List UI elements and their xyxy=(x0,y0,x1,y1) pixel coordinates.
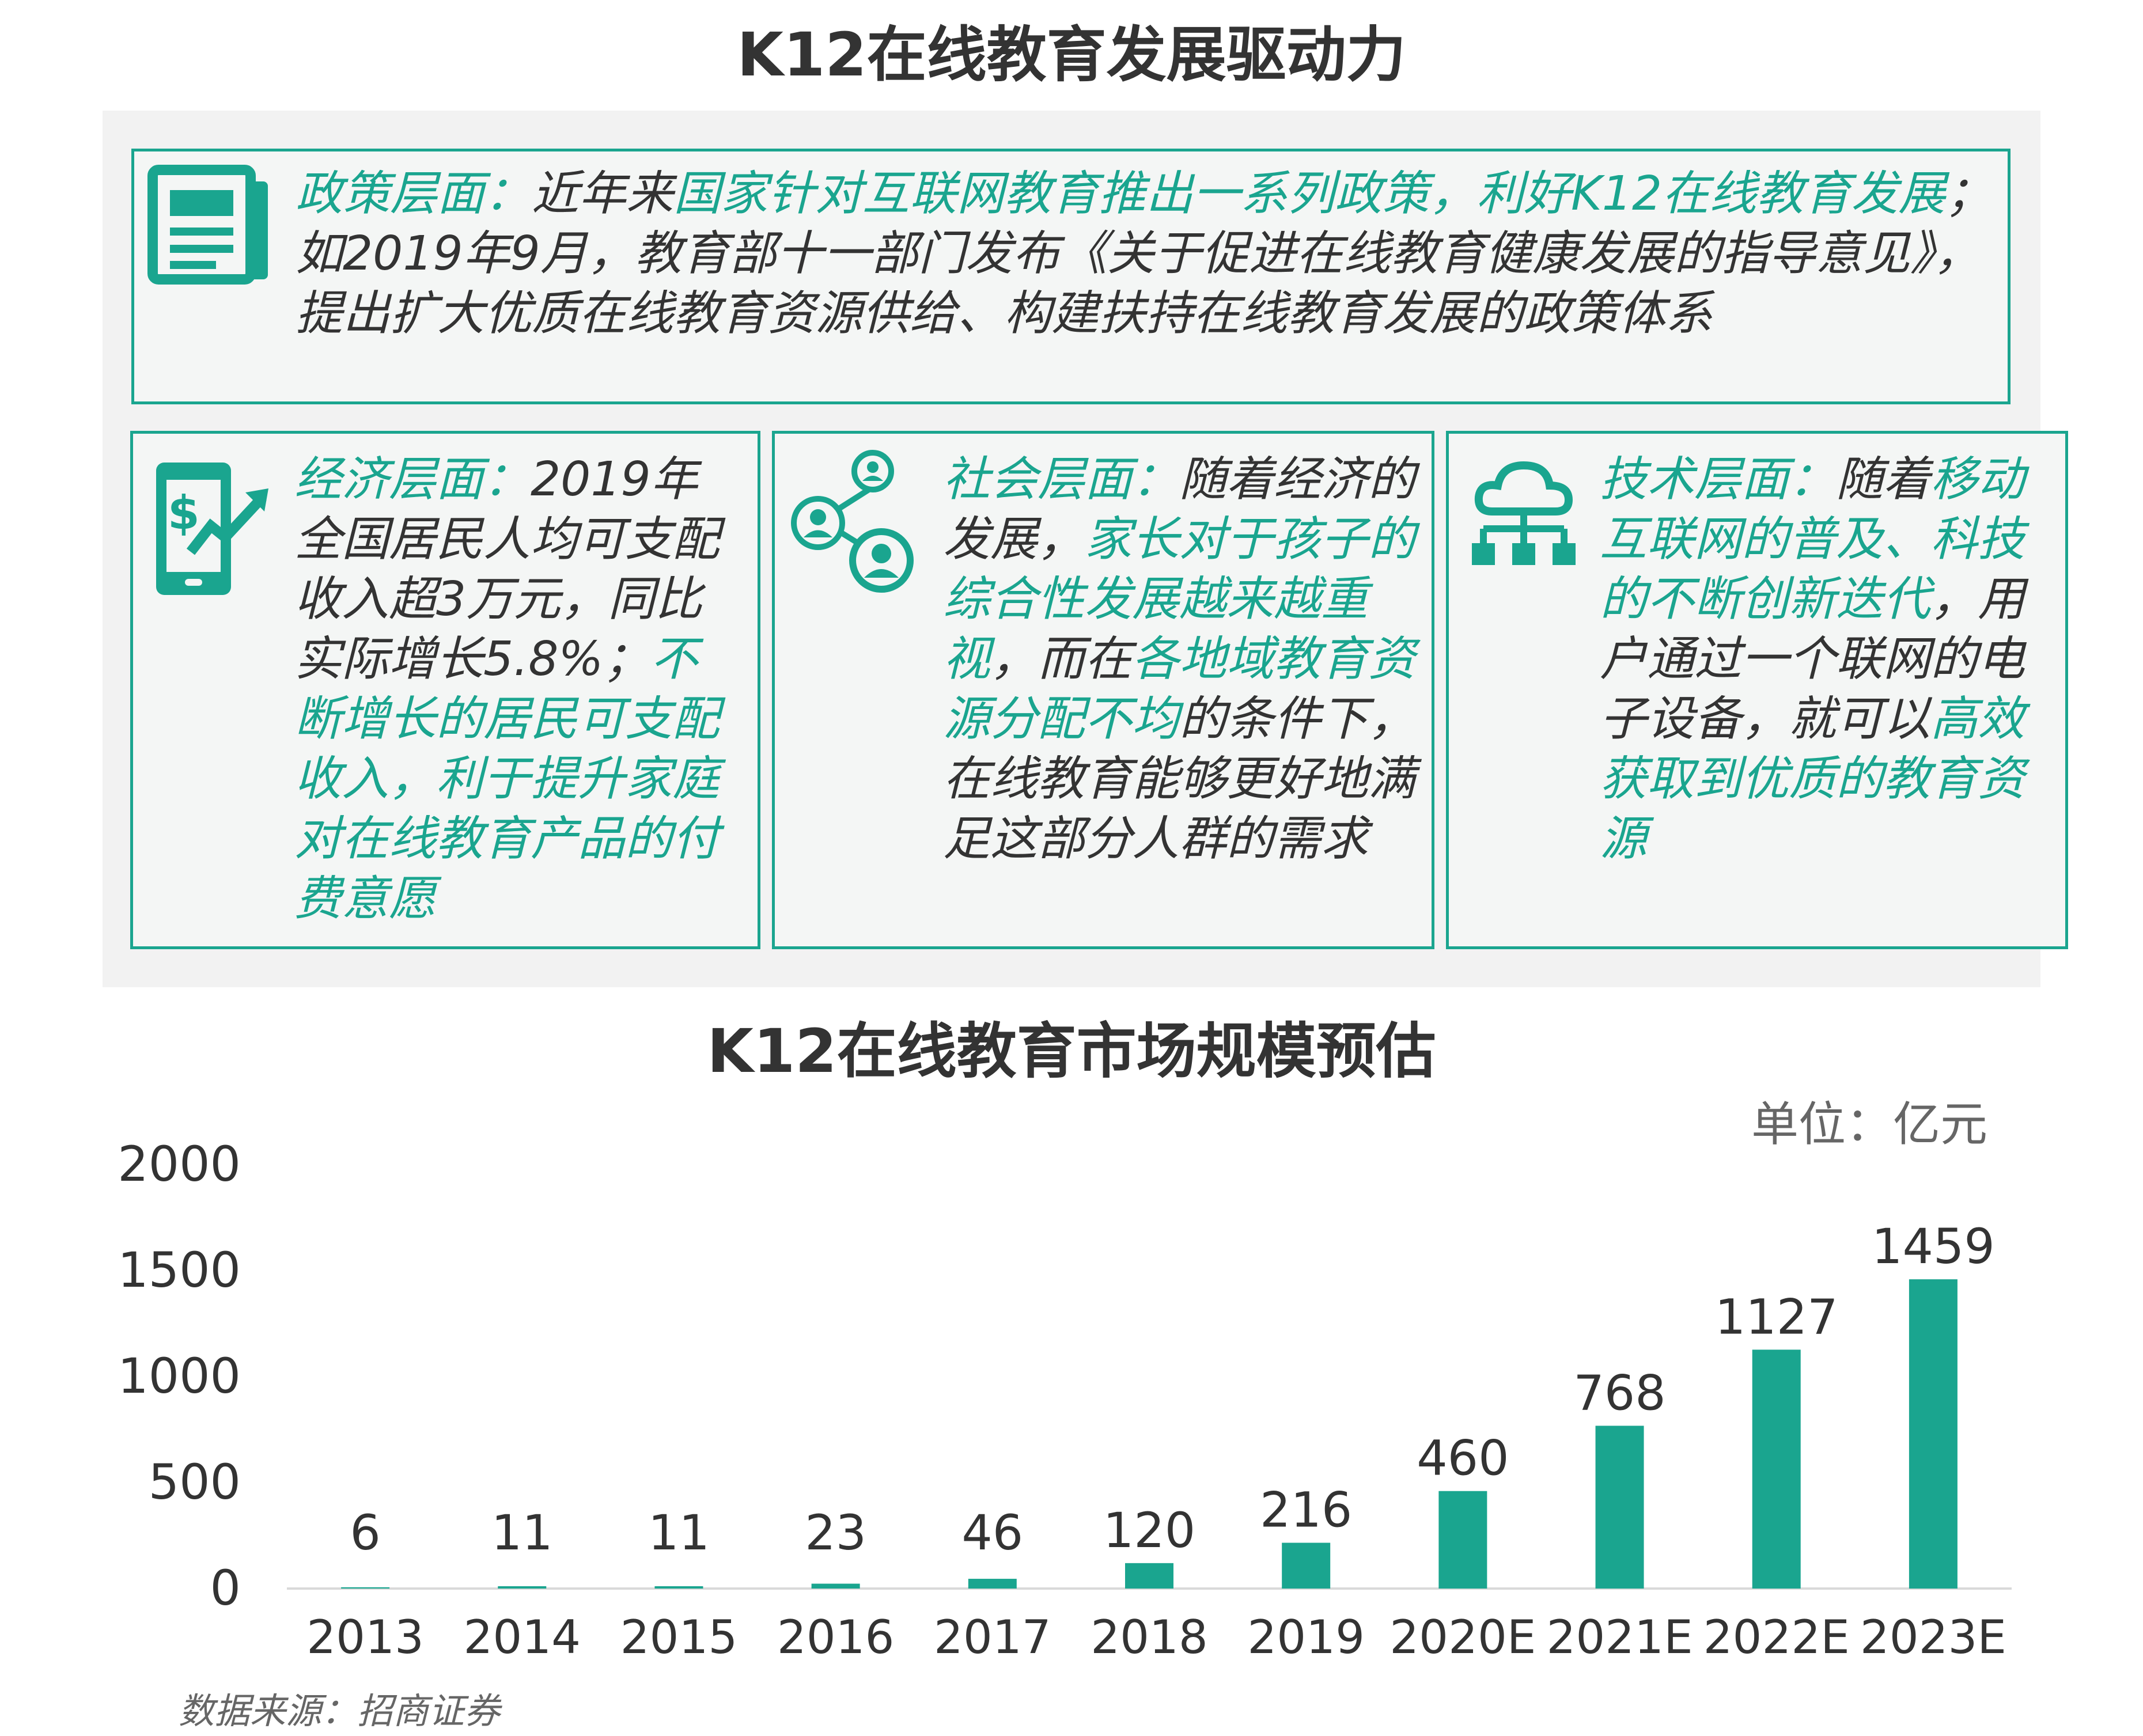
x-tick-label: 2017 xyxy=(934,1610,1051,1664)
society-text: 社会层面：随着经济的发展，家长对于孩子的综合性发展越来越重视，而在各地域教育资源… xyxy=(943,450,1415,869)
x-tick-label: 2014 xyxy=(463,1610,581,1664)
highlight-text: 高效获取到优质的教育资源 xyxy=(1600,692,2025,866)
y-tick-label: 500 xyxy=(149,1454,241,1510)
value-label: 460 xyxy=(1417,1430,1509,1487)
highlight-text: 政策层面： xyxy=(296,166,532,221)
bar xyxy=(811,1583,860,1589)
y-tick-label: 2000 xyxy=(118,1136,241,1192)
drivers-title: K12在线教育发展驱动力 xyxy=(737,20,1406,90)
x-tick-label: 2015 xyxy=(620,1610,738,1664)
value-label: 46 xyxy=(961,1504,1023,1561)
x-tick-label: 2020E xyxy=(1389,1610,1536,1664)
unit-label: 单位：亿元 xyxy=(1751,1097,1987,1152)
highlight-text: 技术层面： xyxy=(1600,452,1836,507)
y-tick-label: 1500 xyxy=(118,1242,241,1298)
body-text: 随着 xyxy=(1836,452,1930,507)
phone-growth-icon: $ xyxy=(156,463,268,595)
x-tick-label: 2021E xyxy=(1546,1610,1693,1664)
body-text: ，而在 xyxy=(990,632,1132,687)
y-tick-label: 0 xyxy=(210,1560,241,1616)
body-text: ；如2019年9月，教育部十一部门发布《关于促进在线教育健康发展的指导意见》，提… xyxy=(296,166,1993,341)
body-text: ，用户通过一个联网的电子设备，就可以 xyxy=(1600,572,2025,746)
body-text: 随着经济的发展， xyxy=(943,452,1415,567)
bar xyxy=(1752,1350,1801,1589)
bar xyxy=(498,1586,547,1589)
value-label: 11 xyxy=(648,1504,710,1561)
y-axis: 0 500 1000 1500 2000 xyxy=(118,1136,241,1616)
highlight-text: 移动互联网的普及、科技的不断创新迭代 xyxy=(1600,452,2025,627)
x-tick-label: 2013 xyxy=(306,1610,424,1664)
svg-text:$: $ xyxy=(168,486,200,540)
bar xyxy=(1438,1491,1487,1589)
policy-box: 政策层面：近年来国家针对互联网教育推出一系列政策，利好K12在线教育发展；如20… xyxy=(131,149,2011,404)
value-label: 120 xyxy=(1103,1502,1195,1559)
highlight-text: 社会层面： xyxy=(943,452,1179,507)
highlight-text: 经济层面： xyxy=(294,452,531,507)
value-label: 1127 xyxy=(1715,1288,1838,1345)
people-network-icon xyxy=(791,450,914,593)
highlight-text: 不断增长的居民可支配收入，利于提升家庭对在线教育产品的付费意愿 xyxy=(294,632,720,926)
value-label: 1459 xyxy=(1872,1218,1995,1275)
policy-text: 政策层面：近年来国家针对互联网教育推出一系列政策，利好K12在线教育发展；如20… xyxy=(296,164,2001,344)
bars xyxy=(341,1279,1958,1589)
economy-box: $ 经济层面：2019年全国居民人均可支配收入超3万元，同比实际增长5.8%；不… xyxy=(130,431,760,949)
body-text: 近年来 xyxy=(532,166,673,221)
value-label: 6 xyxy=(350,1504,380,1561)
bar xyxy=(1125,1563,1173,1589)
value-label: 11 xyxy=(491,1504,553,1561)
x-axis: 2013 2014 2015 2016 2017 2018 2019 2020E 2021E 20… xyxy=(306,1610,2006,1664)
cloud-network-icon xyxy=(1472,461,1576,565)
economy-text: 经济层面：2019年全国居民人均可支配收入超3万元，同比实际增长5.8%；不断增… xyxy=(294,450,744,929)
x-tick-label: 2023E xyxy=(1860,1610,2006,1664)
bar xyxy=(1595,1426,1644,1589)
highlight-text: 家长对于孩子的综合性发展越来越重视 xyxy=(943,512,1415,687)
value-label: 768 xyxy=(1573,1364,1665,1421)
body-text: 的条件下，在线教育能够更好地满足这部分人群的需求 xyxy=(943,692,1415,866)
bar xyxy=(1909,1279,1958,1589)
drivers-panel: UR 政策层面：近年来国家针对互联网教育推出一系列政策，利好K12在线教育发展；… xyxy=(103,111,2068,987)
value-label: 216 xyxy=(1260,1482,1352,1538)
bar xyxy=(968,1579,1017,1589)
technology-text: 技术层面：随着移动互联网的普及、科技的不断创新迭代，用户通过一个联网的电子设备，… xyxy=(1600,450,2055,869)
chart-title: K12在线教育市场规模预估 xyxy=(707,1016,1436,1086)
body-text: 2019年全国居民人均可支配收入超3万元，同比实际增长5.8%； xyxy=(294,452,720,687)
highlight-text: 各地域教育资源分配不均 xyxy=(943,632,1415,746)
bar xyxy=(1282,1542,1331,1589)
value-label: 23 xyxy=(805,1504,866,1561)
x-tick-label: 2016 xyxy=(777,1610,895,1664)
x-tick-label: 2019 xyxy=(1247,1610,1365,1664)
bar xyxy=(341,1587,390,1589)
value-labels: 6 11 11 23 46 120 216 460 768 1127 1459 xyxy=(350,1218,1994,1561)
market-bar-chart: 0 500 1000 1500 2000 6 11 11 23 46 120 216 460 768 11… xyxy=(118,1136,2012,1664)
x-tick-label: 2022E xyxy=(1703,1610,1850,1664)
technology-box: 技术层面：随着移动互联网的普及、科技的不断创新迭代，用户通过一个联网的电子设备，… xyxy=(1446,431,2068,949)
newspaper-icon xyxy=(147,165,268,285)
bar xyxy=(654,1586,703,1589)
highlight-text: 国家针对互联网教育推出一系列政策，利好K12在线教育发展 xyxy=(673,166,1946,221)
y-tick-label: 1000 xyxy=(118,1348,241,1404)
x-tick-label: 2018 xyxy=(1091,1610,1208,1664)
data-source: 数据来源：招商证券 xyxy=(179,1690,501,1732)
society-box: 社会层面：随着经济的发展，家长对于孩子的综合性发展越来越重视，而在各地域教育资源… xyxy=(772,431,1434,949)
